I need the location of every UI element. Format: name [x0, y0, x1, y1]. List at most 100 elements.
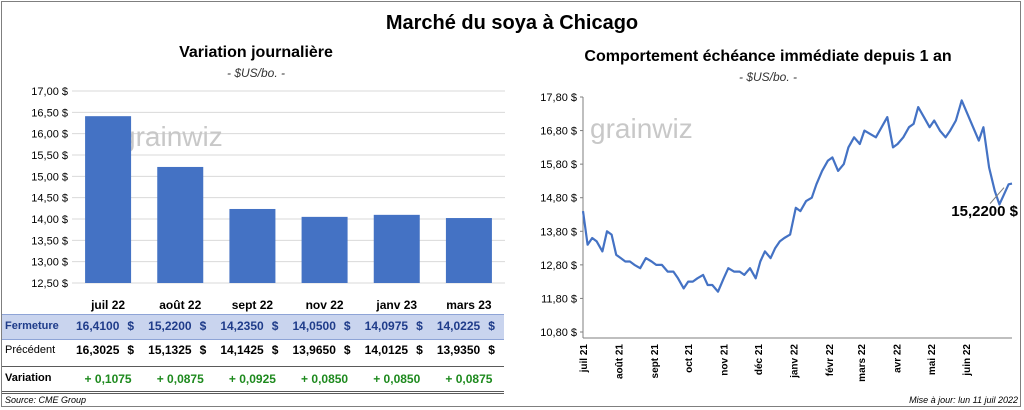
row-label-precedent: Précédent: [5, 344, 56, 356]
bar: [445, 218, 492, 283]
table-cell: 14,2350 $: [214, 319, 278, 333]
y-tick-label: 15,00 $: [31, 171, 68, 183]
x-tick-label: janv 23: [375, 298, 417, 312]
table-cell: + 0,0875: [445, 372, 493, 386]
cell-value: 14,2350: [220, 319, 264, 333]
table-cell: 15,2200 $: [142, 319, 206, 333]
watermark-logo: grainwiz: [590, 113, 693, 144]
y-tick-label: 13,00 $: [31, 257, 68, 269]
x-tick-label: mars 23: [446, 298, 492, 312]
y-tick-label: 14,00 $: [31, 214, 68, 226]
y-tick-label: 14,50 $: [31, 193, 68, 205]
cell-value: 14,0125: [364, 343, 409, 357]
cell-value: 16,3025: [76, 343, 120, 357]
x-tick-label: nov 21: [720, 344, 731, 376]
cell-value: 15,1325: [148, 343, 192, 357]
table-cell: 16,3025 $: [70, 343, 134, 357]
x-tick-label: nov 22: [306, 298, 344, 312]
table-row-fermeture: Fermeture 16,4100 $15,2200 $14,2350 $14,050…: [2, 314, 504, 340]
x-tick-label: juil 21: [579, 344, 590, 374]
y-tick-label: 16,50 $: [31, 107, 68, 119]
cell-value: 14,1425: [220, 343, 264, 357]
y-tick-label: 10,80 $: [540, 327, 577, 339]
table-cell: 13,9650 $: [287, 343, 351, 357]
cell-value: 16,4100: [76, 319, 120, 333]
cell-value: 15,2200: [148, 319, 192, 333]
table-cell: 14,0125 $: [359, 343, 423, 357]
table-cell: + 0,0925: [228, 372, 276, 386]
cell-currency: $: [343, 343, 351, 357]
cell-currency: $: [199, 319, 207, 333]
y-tick-label: 17,80 $: [540, 92, 577, 104]
x-tick-label: oct 21: [684, 344, 695, 373]
x-tick-label: sept 22: [232, 298, 274, 312]
x-tick-label: juil 22: [90, 298, 125, 312]
table-cell: 14,0225 $: [431, 319, 495, 333]
x-tick-label: août 21: [614, 344, 625, 379]
source-note: Source: CME Group: [5, 395, 87, 405]
cell-currency: $: [488, 343, 495, 357]
series-line: [581, 99, 1013, 293]
right-chart-title: Comportement échéance immédiate depuis 1…: [584, 48, 952, 65]
table-cell: 14,0975 $: [359, 319, 423, 333]
last-value-leader: [989, 187, 1005, 204]
bar: [373, 214, 420, 283]
left-chart-unit: - $US/bo. -: [226, 66, 286, 80]
x-tick-label: févr 22: [825, 344, 836, 377]
cell-currency: $: [488, 319, 495, 333]
x-tick-label: juin 22: [962, 344, 973, 377]
x-tick-label: mars 22: [857, 344, 868, 382]
cell-currency: $: [271, 343, 279, 357]
table-cell: 13,9350 $: [431, 343, 495, 357]
cell-currency: $: [127, 343, 135, 357]
row-label-fermeture: Fermeture: [5, 320, 59, 332]
y-tick-label: 15,80 $: [540, 159, 577, 171]
table-row-variation: Variation + 0,1075 + 0,0875 + 0,0925 + 0,08…: [2, 366, 504, 394]
table-cell: + 0,0850: [301, 372, 349, 386]
cell-currency: $: [199, 343, 207, 357]
table-row-precedent: Précédent 16,3025 $15,1325 $14,1425 $13,965…: [2, 339, 504, 363]
cell-value: 14,0225: [436, 319, 481, 333]
cell-currency: $: [271, 319, 279, 333]
cell-value: 14,0975: [364, 319, 409, 333]
update-note: Mise à jour: lun 11 juil 2022: [909, 395, 1018, 405]
y-tick-label: 11,80 $: [541, 293, 577, 305]
y-tick-label: 16,80 $: [540, 126, 577, 138]
watermark-logo: grainwiz: [120, 121, 223, 152]
y-tick-label: 13,50 $: [31, 235, 68, 247]
table-cell: 15,1325 $: [142, 343, 206, 357]
y-tick-label: 17,00 $: [31, 86, 68, 98]
y-tick-label: 13,80 $: [540, 226, 577, 238]
x-tick-label: août 22: [159, 298, 201, 312]
last-value-label: 15,2200 $: [951, 203, 1018, 220]
table-cell: 14,0500 $: [287, 319, 351, 333]
y-tick-label: 12,80 $: [540, 260, 577, 272]
x-tick-label: sept 21: [650, 344, 661, 379]
x-tick-label: mai 22: [927, 344, 938, 376]
bar: [229, 208, 276, 283]
cell-value: 14,0500: [292, 319, 336, 333]
x-tick-label: avr 22: [892, 344, 903, 373]
row-label-variation: Variation: [5, 372, 52, 384]
table-cell: + 0,1075: [84, 372, 132, 386]
y-tick-label: 16,00 $: [31, 129, 68, 141]
x-tick-label: déc 21: [754, 344, 765, 376]
bar-chart: 12,50 $ 13,00 $ 13,50 $ 14,00 $ 14,50 $ 15,00…: [31, 86, 505, 312]
cell-value: 13,9650: [292, 343, 336, 357]
x-tick-label: janv 22: [789, 344, 800, 379]
cell-value: 13,9350: [436, 343, 481, 357]
bar: [85, 116, 132, 283]
cell-currency: $: [416, 319, 423, 333]
cell-currency: $: [343, 319, 351, 333]
table-cell: 16,4100 $: [70, 319, 134, 333]
y-tick-label: 12,50 $: [31, 278, 68, 290]
bar: [157, 166, 204, 283]
table-cell: + 0,0875: [156, 372, 204, 386]
left-chart-title: Variation journalière: [179, 44, 333, 61]
table-cell: + 0,0850: [373, 372, 421, 386]
bar: [301, 216, 348, 283]
main-title: Marché du soya à Chicago: [385, 12, 639, 34]
cell-currency: $: [127, 319, 135, 333]
